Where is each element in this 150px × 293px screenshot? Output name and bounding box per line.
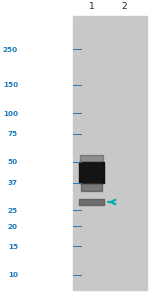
Text: 1: 1 [89,2,94,11]
Bar [73,16,147,290]
Text: 2: 2 [121,2,127,11]
